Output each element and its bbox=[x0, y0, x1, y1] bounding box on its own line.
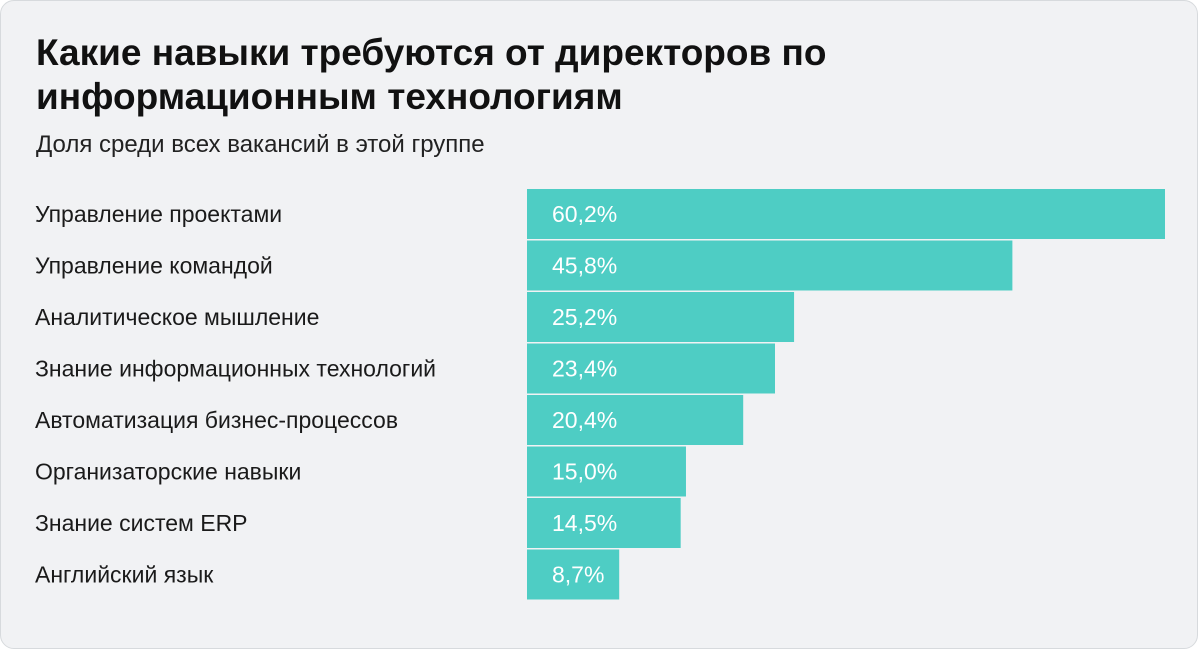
bar bbox=[527, 343, 775, 394]
chart-subtitle: Доля среди всех вакансий в этой группе bbox=[36, 131, 485, 158]
value-label: 23,4% bbox=[552, 356, 617, 382]
value-label: 20,4% bbox=[552, 407, 617, 433]
bar bbox=[527, 446, 686, 497]
category-label: Управление проектами bbox=[35, 201, 282, 227]
value-label: 8,7% bbox=[552, 562, 604, 588]
category-label: Организаторские навыки bbox=[35, 459, 301, 485]
bar bbox=[527, 240, 1013, 291]
value-label: 60,2% bbox=[552, 201, 617, 227]
category-label: Аналитическое мышление bbox=[35, 304, 319, 330]
bar bbox=[527, 189, 1165, 239]
value-label: 25,2% bbox=[552, 304, 617, 330]
value-label: 14,5% bbox=[552, 510, 617, 536]
category-label: Английский язык bbox=[35, 562, 214, 588]
chart-title: Какие навыки требуются от директоров по … bbox=[36, 32, 827, 117]
category-label: Знание информационных технологий bbox=[35, 356, 436, 382]
bar bbox=[527, 498, 681, 548]
category-label: Знание систем ERP bbox=[35, 510, 248, 536]
bar bbox=[527, 395, 744, 445]
category-label: Управление командой bbox=[35, 253, 273, 279]
bar bbox=[527, 549, 620, 600]
bar bbox=[527, 292, 795, 342]
value-label: 15,0% bbox=[552, 459, 617, 485]
category-label: Автоматизация бизнес-процессов bbox=[35, 407, 398, 433]
value-label: 45,8% bbox=[552, 253, 617, 279]
